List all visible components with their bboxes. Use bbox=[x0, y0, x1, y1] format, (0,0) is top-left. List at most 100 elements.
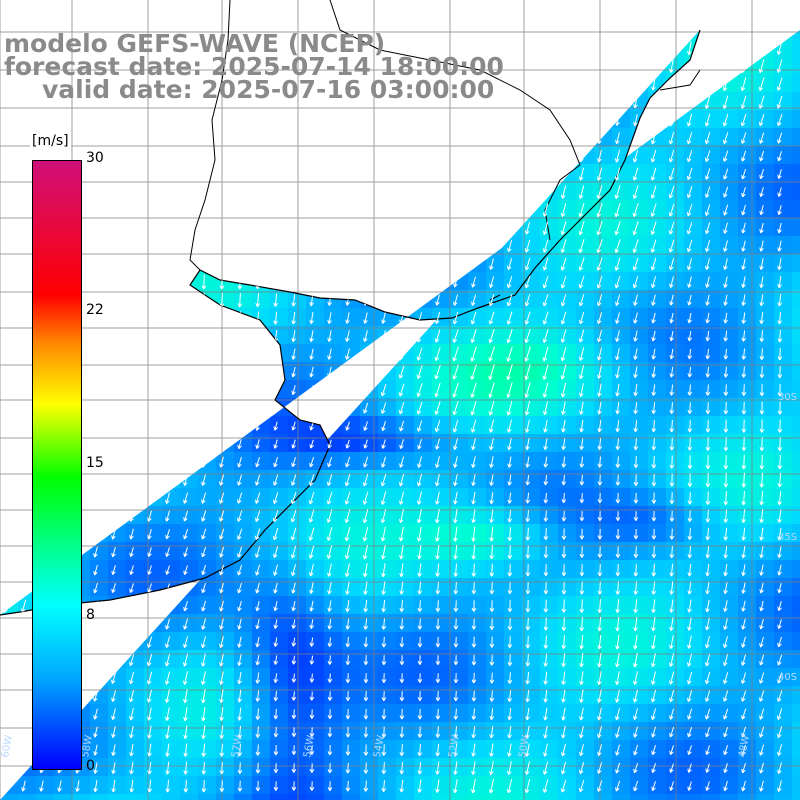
wind-arrow bbox=[398, 509, 404, 524]
wind-arrow bbox=[344, 491, 351, 505]
wind-arrow bbox=[777, 150, 782, 162]
wind-arrow bbox=[453, 294, 459, 306]
wind-speed-cell bbox=[540, 758, 559, 777]
wind-arrow bbox=[687, 473, 693, 487]
wind-arrow bbox=[201, 492, 207, 504]
wind-speed-cell bbox=[324, 578, 343, 597]
wind-speed-cell bbox=[612, 398, 631, 417]
wind-arrow bbox=[381, 655, 387, 666]
wind-speed-cell bbox=[756, 758, 775, 777]
wind-speed-cell bbox=[288, 740, 307, 759]
wind-arrow bbox=[219, 707, 224, 721]
wind-speed-cell bbox=[432, 668, 451, 687]
wind-arrow bbox=[759, 240, 764, 252]
wind-speed-cell bbox=[396, 668, 415, 687]
wind-speed-cell bbox=[684, 200, 703, 219]
wind-arrow bbox=[435, 456, 440, 468]
wind-arrow bbox=[543, 617, 549, 631]
wind-speed-cell bbox=[396, 794, 415, 800]
wind-speed-cell bbox=[612, 254, 631, 273]
wind-speed-cell bbox=[648, 542, 667, 561]
wind-speed-cell bbox=[792, 290, 800, 309]
wind-speed-cell bbox=[504, 794, 523, 800]
wind-speed-cell bbox=[630, 434, 649, 453]
wind-arrow bbox=[759, 780, 764, 792]
wind-speed-cell bbox=[558, 632, 577, 651]
wind-speed-cell bbox=[522, 650, 541, 669]
wind-arrow bbox=[506, 329, 513, 344]
wind-arrow bbox=[633, 492, 639, 504]
wind-arrow bbox=[489, 492, 494, 505]
wind-speed-cell bbox=[702, 758, 721, 777]
wind-speed-cell bbox=[540, 650, 559, 669]
wind-arrow bbox=[165, 510, 170, 522]
wind-speed-cell bbox=[306, 686, 325, 705]
wind-arrow bbox=[471, 708, 477, 720]
wind-speed-cell bbox=[216, 722, 235, 741]
wind-speed-cell bbox=[504, 398, 523, 417]
wind-arrow bbox=[237, 528, 243, 540]
wind-arrow bbox=[759, 654, 765, 666]
wind-speed-cell bbox=[720, 740, 739, 759]
wind-arrow bbox=[219, 780, 225, 792]
wind-arrow bbox=[615, 634, 620, 650]
wind-speed-cell bbox=[684, 722, 703, 741]
wind-arrow bbox=[255, 492, 261, 504]
wind-speed-cell bbox=[720, 596, 739, 615]
wind-speed-cell bbox=[396, 722, 415, 741]
wind-speed-cell bbox=[504, 614, 523, 633]
wind-speed-cell bbox=[432, 776, 451, 795]
wind-speed-cell bbox=[360, 542, 379, 561]
wind-arrow bbox=[650, 203, 657, 217]
wind-speed-cell bbox=[720, 308, 739, 327]
wind-arrow bbox=[525, 492, 531, 504]
wind-speed-cell bbox=[378, 614, 397, 633]
wind-speed-cell bbox=[648, 182, 667, 201]
wind-arrow bbox=[669, 763, 674, 773]
wind-speed-cell bbox=[486, 326, 505, 345]
wind-speed-cell bbox=[558, 758, 577, 777]
wind-arrow bbox=[489, 761, 494, 776]
wind-arrow bbox=[255, 439, 260, 449]
wind-arrow bbox=[615, 420, 621, 433]
wind-arrow bbox=[435, 743, 441, 757]
wind-speed-cell bbox=[612, 758, 631, 777]
wind-speed-cell bbox=[450, 650, 469, 669]
wind-speed-cell bbox=[594, 326, 613, 345]
wind-speed-cell bbox=[522, 686, 541, 705]
wind-speed-cell bbox=[162, 794, 181, 800]
wind-arrow bbox=[201, 761, 207, 775]
wind-arrow bbox=[669, 348, 675, 360]
wind-speed-cell bbox=[630, 632, 649, 651]
wind-speed-cell bbox=[576, 650, 595, 669]
wind-arrow bbox=[597, 726, 602, 739]
wind-arrow bbox=[615, 652, 620, 668]
wind-speed-cell bbox=[576, 596, 595, 615]
wind-arrow bbox=[147, 743, 152, 757]
wind-arrow bbox=[362, 509, 369, 524]
wind-arrow bbox=[327, 618, 333, 630]
wind-arrow bbox=[434, 401, 441, 415]
wind-speed-cell bbox=[792, 380, 800, 399]
wind-arrow bbox=[237, 546, 243, 558]
wind-speed-cell bbox=[558, 776, 577, 795]
wind-arrow bbox=[435, 655, 441, 666]
wind-arrow bbox=[507, 654, 513, 666]
wind-speed-cell bbox=[306, 794, 325, 800]
wind-speed-cell bbox=[252, 740, 271, 759]
wind-speed-cell bbox=[576, 272, 595, 291]
wind-speed-cell bbox=[486, 632, 505, 651]
wind-speed-cell bbox=[450, 380, 469, 399]
wind-arrow bbox=[363, 636, 369, 648]
wind-speed-cell bbox=[720, 236, 739, 255]
wind-speed-cell bbox=[738, 704, 757, 723]
wind-arrow bbox=[524, 761, 530, 775]
wind-speed-cell bbox=[756, 650, 775, 669]
wind-speed-cell bbox=[702, 650, 721, 669]
wind-speed-cell bbox=[630, 686, 649, 705]
wind-speed-cell bbox=[234, 452, 253, 471]
wind-arrow bbox=[759, 312, 765, 325]
wind-speed-cell bbox=[306, 344, 325, 363]
wind-arrow bbox=[776, 95, 783, 109]
wind-arrow bbox=[560, 346, 567, 362]
